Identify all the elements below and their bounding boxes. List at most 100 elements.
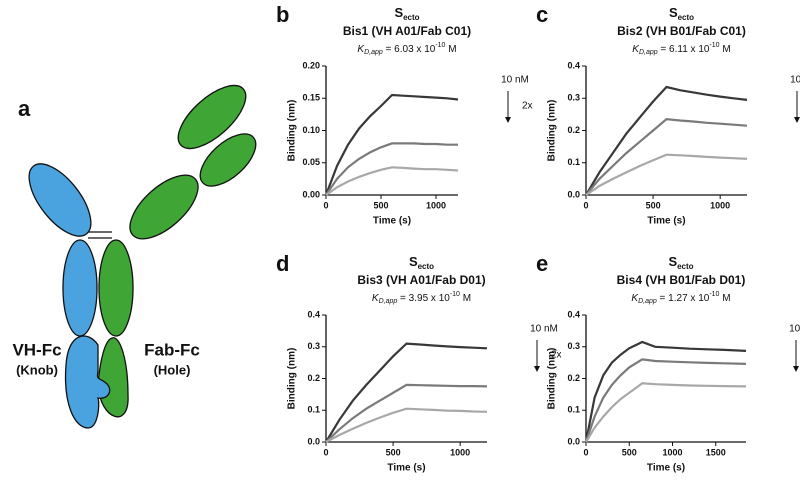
annotation-dilution: 2x — [551, 350, 562, 361]
x-tick-label: 0 — [583, 200, 588, 210]
kd-text: = 1.27 x 10 — [657, 293, 710, 304]
diagram-label: (Hole) — [154, 362, 191, 377]
subtitle: Secto — [409, 254, 434, 271]
kd-subscript: D,app — [638, 298, 657, 305]
kd-unit: M — [719, 293, 730, 304]
binding-curve — [584, 340, 747, 443]
y-tick-label: 0.0 — [567, 189, 580, 199]
subtitle-text: S — [669, 5, 678, 20]
y-tick-label: 0.3 — [567, 341, 580, 351]
binding-curve — [325, 166, 459, 196]
x-tick-label: 1000 — [426, 200, 446, 210]
binding-curve — [585, 153, 748, 196]
kd-value: KD,app = 3.95 x 10-10 M — [372, 291, 471, 305]
binding-curve — [325, 383, 488, 443]
chart-title: Bis3 (VH A01/Fab D01) — [357, 273, 485, 287]
subtitle: Secto — [668, 254, 693, 271]
subtitle: Secto — [394, 5, 419, 22]
kd-value: KD,app = 6.03 x 10-10 M — [357, 42, 456, 56]
y-tick-label: 0.2 — [307, 373, 320, 383]
annotation-arrowhead — [505, 117, 511, 123]
binding-curve — [325, 407, 488, 443]
annotation-concentration: 10 nM — [789, 324, 800, 335]
y-tick-label: 0.00 — [302, 189, 320, 199]
subtitle-subscript: ecto — [677, 262, 694, 271]
binding-curve — [325, 142, 458, 196]
panel-letter: a — [18, 96, 31, 121]
y-axis-label: Binding (nm) — [547, 100, 558, 162]
y-tick-label: 0.3 — [307, 341, 320, 351]
binding-curve — [584, 358, 747, 443]
fab-domain — [177, 84, 247, 150]
y-tick-label: 0.2 — [567, 125, 580, 135]
kd-symbol: K — [372, 293, 380, 304]
binding-curve — [585, 118, 748, 196]
annotation-arrowhead — [794, 117, 800, 123]
binding-curve — [585, 85, 748, 196]
kd-exponent: -10 — [709, 291, 719, 298]
kd-symbol: K — [631, 293, 639, 304]
x-axis-label: Time (s) — [373, 216, 411, 227]
y-tick-label: 0.4 — [307, 309, 320, 319]
y-tick-label: 0.0 — [567, 436, 580, 446]
y-axis-label: Binding (nm) — [287, 348, 298, 410]
x-axis-label: Time (s) — [387, 463, 425, 474]
kd-subscript: D,app — [639, 49, 658, 56]
x-tick-label: 500 — [646, 200, 661, 210]
annotation-concentration: 10 nM — [501, 75, 529, 86]
subtitle-subscript: ecto — [678, 13, 695, 22]
panel-letter: d — [276, 251, 289, 276]
kd-value: KD,app = 6.11 x 10-10 M — [632, 42, 730, 56]
fab-domain — [199, 133, 257, 187]
ch2-domain — [98, 239, 134, 337]
y-tick-label: 0.15 — [302, 93, 320, 103]
x-tick-label: 500 — [622, 447, 637, 457]
kd-value: KD,app = 1.27 x 10-10 M — [631, 291, 730, 305]
x-tick-label: 0 — [583, 447, 588, 457]
subtitle-subscript: ecto — [403, 13, 420, 22]
subtitle-text: S — [668, 254, 677, 269]
chart-title: Bis4 (VH B01/Fab D01) — [617, 273, 746, 287]
y-tick-label: 0.3 — [567, 93, 580, 103]
y-tick-label: 0.1 — [567, 157, 580, 167]
y-tick-label: 0.4 — [567, 60, 580, 70]
diagram-label: VH-Fc — [12, 340, 61, 359]
binding-curve — [325, 342, 488, 443]
y-tick-label: 0.2 — [567, 373, 580, 383]
x-tick-label: 1000 — [662, 447, 682, 457]
panel-letter: c — [536, 2, 548, 27]
annotation-arrowhead — [534, 366, 540, 372]
ch2-domain — [62, 239, 98, 337]
fab-domain — [129, 174, 199, 240]
kd-unit: M — [445, 44, 456, 55]
x-tick-label: 500 — [373, 200, 388, 210]
annotation-arrowhead — [793, 366, 799, 372]
x-tick-label: 0 — [323, 200, 328, 210]
y-tick-label: 0.0 — [307, 436, 320, 446]
y-axis-label: Binding (nm) — [547, 348, 558, 410]
subtitle: Secto — [669, 5, 694, 22]
x-axis-label: Time (s) — [647, 216, 685, 227]
subtitle-subscript: ecto — [418, 262, 435, 271]
diagram-label: Fab-Fc — [144, 340, 200, 359]
chart-title: Bis2 (VH B01/Fab C01) — [617, 24, 746, 38]
ch3-hole — [97, 337, 129, 418]
annotation-concentration: 10 nM — [790, 75, 800, 86]
y-tick-label: 0.1 — [567, 405, 580, 415]
y-tick-label: 0.10 — [302, 125, 320, 135]
kd-symbol: K — [357, 44, 365, 55]
kd-unit: M — [460, 293, 471, 304]
kd-text: = 6.11 x 10 — [658, 44, 710, 55]
subtitle-text: S — [394, 5, 403, 20]
x-axis-label: Time (s) — [647, 463, 685, 474]
panel-letter: e — [536, 251, 548, 276]
kd-symbol: K — [632, 44, 640, 55]
kd-text: = 3.95 x 10 — [397, 293, 450, 304]
diagram-label: (Knob) — [16, 362, 58, 377]
x-tick-label: 1000 — [710, 200, 730, 210]
x-tick-label: 0 — [323, 447, 328, 457]
ch3-knob — [64, 335, 111, 429]
antibody-diagram: a VH-Fc (Knob) Fab-Fc (Hole) — [12, 84, 257, 429]
y-axis-label: Binding (nm) — [287, 100, 298, 162]
